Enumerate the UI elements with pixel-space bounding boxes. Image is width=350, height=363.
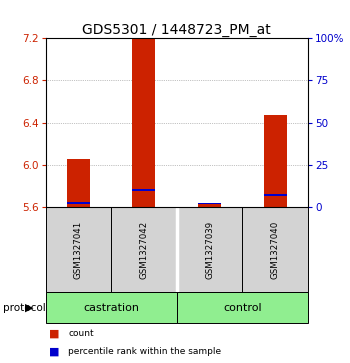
Text: ■: ■ bbox=[49, 328, 60, 338]
Text: ▶: ▶ bbox=[25, 303, 34, 313]
Bar bbox=[264, 115, 287, 207]
Title: GDS5301 / 1448723_PM_at: GDS5301 / 1448723_PM_at bbox=[82, 23, 271, 37]
Text: ■: ■ bbox=[49, 346, 60, 356]
Text: percentile rank within the sample: percentile rank within the sample bbox=[68, 347, 221, 356]
Bar bbox=[67, 159, 90, 207]
Text: GSM1327040: GSM1327040 bbox=[271, 220, 280, 279]
Text: protocol: protocol bbox=[4, 303, 46, 313]
Bar bbox=[67, 202, 90, 204]
Bar bbox=[46, 292, 177, 323]
Bar bbox=[198, 204, 221, 207]
Text: count: count bbox=[68, 329, 94, 338]
Text: control: control bbox=[223, 303, 262, 313]
Text: castration: castration bbox=[83, 303, 139, 313]
Bar bbox=[177, 292, 308, 323]
Bar bbox=[198, 203, 221, 204]
Bar bbox=[242, 207, 308, 292]
Bar bbox=[111, 207, 177, 292]
Text: GSM1327042: GSM1327042 bbox=[139, 220, 148, 279]
Bar bbox=[46, 207, 111, 292]
Bar bbox=[177, 207, 242, 292]
Text: GSM1327039: GSM1327039 bbox=[205, 220, 214, 279]
Text: GSM1327041: GSM1327041 bbox=[74, 220, 83, 279]
Bar bbox=[264, 194, 287, 196]
Bar bbox=[132, 189, 155, 191]
Bar bbox=[132, 38, 155, 207]
